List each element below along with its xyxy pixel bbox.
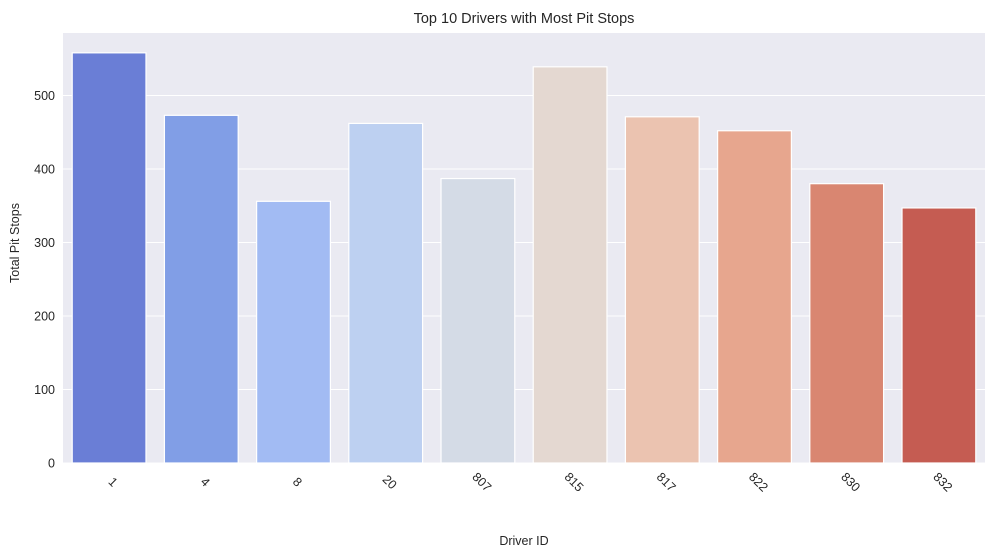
y-tick-label: 300 xyxy=(34,236,55,250)
y-tick-label: 0 xyxy=(48,457,55,471)
bars xyxy=(71,52,977,464)
y-tick-label: 500 xyxy=(34,89,55,103)
x-tick-label: 4 xyxy=(198,475,213,490)
x-tick-label: 817 xyxy=(654,470,679,495)
chart-title: Top 10 Drivers with Most Pit Stops xyxy=(414,11,635,27)
x-tick-label: 1 xyxy=(106,475,121,490)
y-axis-label: Total Pit Stops xyxy=(8,203,22,283)
x-tick-label: 815 xyxy=(562,470,587,495)
x-tick-label: 20 xyxy=(380,472,400,492)
x-tick-label: 822 xyxy=(746,470,771,495)
y-tick-label: 100 xyxy=(34,383,55,397)
bar-830 xyxy=(809,183,885,464)
bar-817 xyxy=(624,116,700,464)
bar-8 xyxy=(256,200,331,464)
bar-20 xyxy=(348,122,424,464)
x-tick-label: 830 xyxy=(838,470,863,495)
y-tick-label: 400 xyxy=(34,162,55,176)
x-axis-label: Driver ID xyxy=(499,534,548,548)
bar-815 xyxy=(532,66,608,464)
x-tick-label: 832 xyxy=(930,470,955,495)
x-tick-label: 8 xyxy=(290,475,305,490)
bar-822 xyxy=(717,130,792,464)
x-axis-ticks: 1 4 8 20 807 815 817 822 830 832 xyxy=(106,470,956,495)
y-axis-ticks: 0 100 200 300 400 500 xyxy=(34,89,55,471)
y-tick-label: 200 xyxy=(34,309,55,323)
bar-1 xyxy=(71,52,147,464)
bar-832 xyxy=(901,207,977,464)
bar-807 xyxy=(440,177,516,464)
bar-4 xyxy=(163,114,239,464)
x-tick-label: 807 xyxy=(469,470,494,495)
